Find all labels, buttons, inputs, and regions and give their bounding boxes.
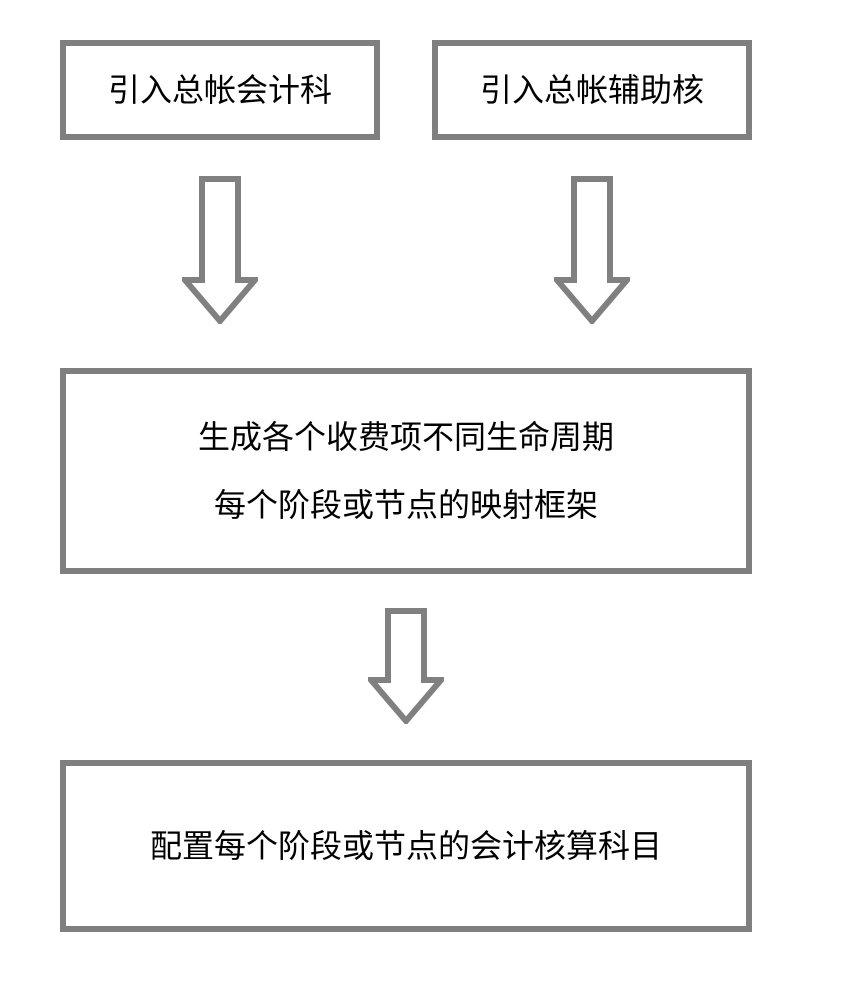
arrow-middle-to-bottom — [368, 608, 444, 724]
node-label: 配置每个阶段或节点的会计核算科目 — [150, 812, 662, 880]
arrow-top-left-to-middle — [182, 176, 258, 324]
arrow-path — [557, 179, 627, 321]
arrow-top-right-to-middle — [554, 176, 630, 324]
arrow-path — [185, 179, 255, 321]
flow-node-top-right: 引入总帐辅助核 — [432, 40, 752, 140]
arrow-path — [371, 611, 441, 721]
flow-node-middle: 生成各个收费项不同生命周期 每个阶段或节点的映射框架 — [60, 368, 752, 574]
node-label: 引入总帐会计科 — [108, 56, 332, 124]
flow-node-top-left: 引入总帐会计科 — [60, 40, 380, 140]
node-label: 引入总帐辅助核 — [480, 56, 704, 124]
node-label-line2: 每个阶段或节点的映射框架 — [214, 471, 598, 539]
node-label-line1: 生成各个收费项不同生命周期 — [198, 403, 614, 471]
flow-node-bottom: 配置每个阶段或节点的会计核算科目 — [60, 760, 752, 932]
